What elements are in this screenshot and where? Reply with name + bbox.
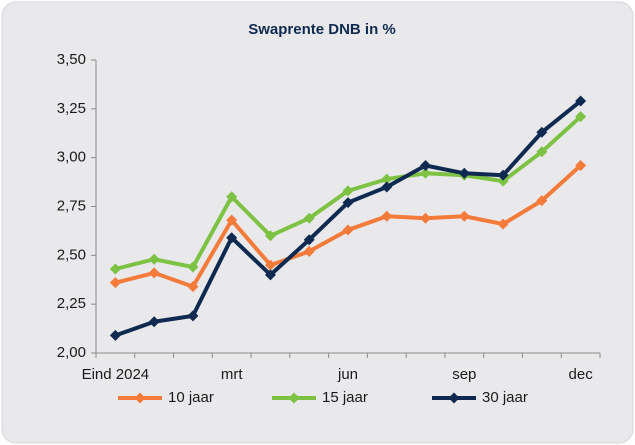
point <box>420 212 432 224</box>
y-tick-label: 2,25 <box>57 295 86 312</box>
y-tick-label: 3,50 <box>57 51 86 68</box>
point <box>458 167 470 179</box>
y-tick-label: 3,25 <box>57 100 86 117</box>
point <box>187 281 199 293</box>
point <box>148 316 160 328</box>
x-tick-label: sep <box>452 366 476 383</box>
point <box>226 214 238 226</box>
point <box>342 185 354 197</box>
point <box>536 146 548 158</box>
point <box>381 181 393 193</box>
point <box>303 234 315 246</box>
point <box>497 175 509 187</box>
point <box>226 191 238 203</box>
point <box>303 212 315 224</box>
point <box>148 267 160 279</box>
point <box>342 197 354 209</box>
point <box>575 95 587 107</box>
point <box>109 277 121 289</box>
point <box>458 210 470 222</box>
point <box>187 310 199 322</box>
point <box>226 232 238 244</box>
x-tick-label: Eind 2024 <box>82 366 150 383</box>
y-tick-label: 3,00 <box>57 149 86 166</box>
point <box>264 259 276 271</box>
y-tick-label: 2,50 <box>57 246 86 263</box>
point <box>342 224 354 236</box>
point <box>109 329 121 341</box>
y-tick-label: 2,00 <box>57 344 86 361</box>
legend-label: 10 jaar <box>168 389 214 406</box>
point <box>109 263 121 275</box>
point <box>575 159 587 171</box>
chart-title: Swaprente DNB in % <box>248 21 396 38</box>
legend-label: 30 jaar <box>482 389 528 406</box>
point <box>536 126 548 138</box>
point <box>264 269 276 281</box>
y-tick-label: 2,75 <box>57 197 86 214</box>
x-tick-label: jun <box>337 366 358 383</box>
point <box>148 253 160 265</box>
point <box>187 261 199 273</box>
point <box>303 245 315 257</box>
point <box>381 210 393 222</box>
legend-marker <box>448 392 460 404</box>
x-tick-label: dec <box>569 366 594 383</box>
point <box>575 111 587 123</box>
legend-label: 15 jaar <box>322 389 368 406</box>
point <box>420 167 432 179</box>
point <box>420 159 432 171</box>
point <box>536 195 548 207</box>
point <box>497 218 509 230</box>
point <box>264 230 276 242</box>
point <box>497 169 509 181</box>
legend-marker <box>134 392 146 404</box>
x-tick-label: mrt <box>221 366 243 383</box>
legend-marker <box>288 392 300 404</box>
point <box>381 173 393 185</box>
